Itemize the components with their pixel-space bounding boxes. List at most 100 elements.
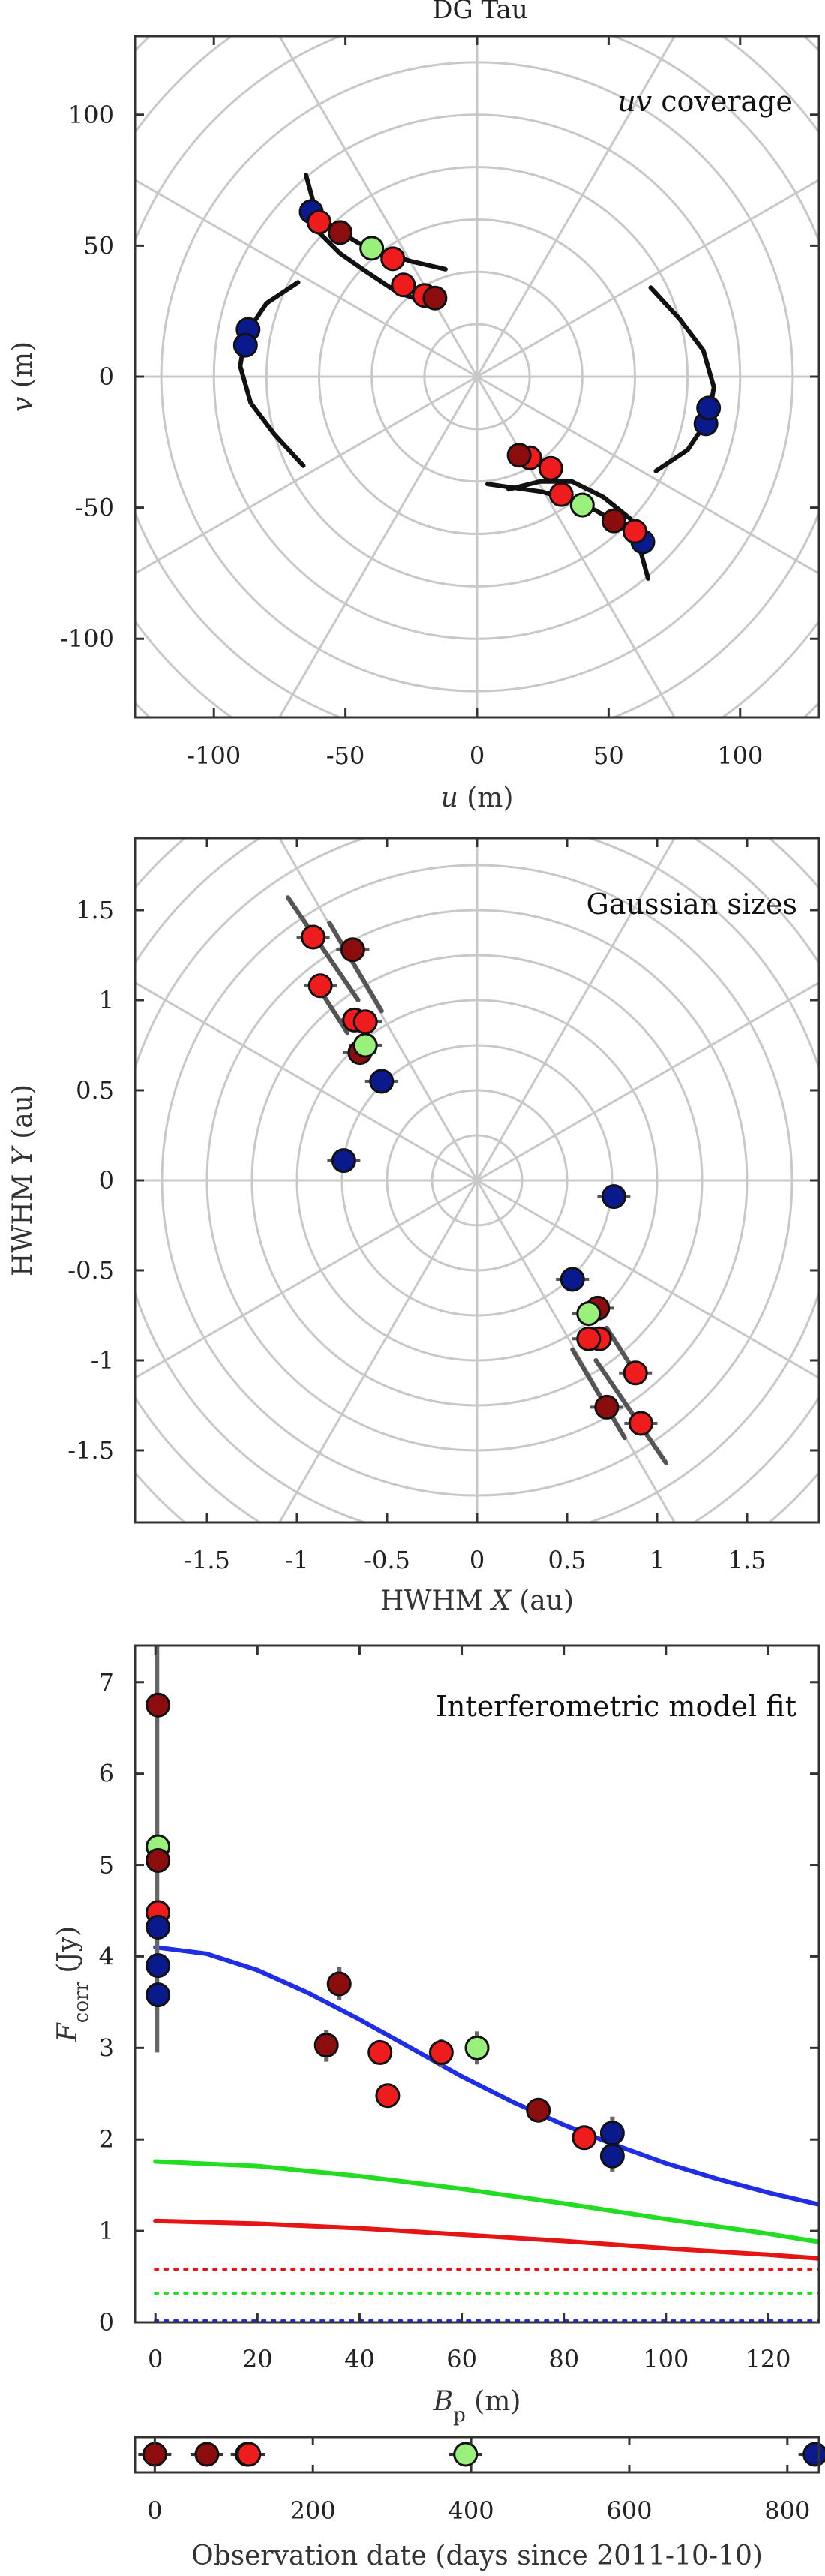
y-tick-label: -1.5 [68, 1436, 114, 1465]
gauss-xlabel: HWHM X (au) [380, 1586, 574, 1616]
x-tick-label: 50 [593, 741, 624, 770]
grid-spoke [476, 1179, 819, 1380]
uv-xlabel: u (m) [441, 783, 514, 813]
grid-spoke [135, 981, 478, 1182]
gauss-xlabel-pre: HWHM [380, 1586, 491, 1616]
date-xlabel: Observation date (days since 2011-10-10) [191, 2541, 763, 2571]
gauss-error-bar [286, 895, 361, 1002]
y-tick-label: 50 [83, 231, 114, 260]
grid-spoke [278, 1180, 478, 1522]
uv-track [648, 285, 716, 473]
uv-ylabel-italic: v [8, 397, 38, 412]
y-tick-label: 5 [99, 1851, 114, 1880]
gauss-error-bar [570, 1347, 627, 1441]
x-tick-label: -0.5 [364, 1546, 410, 1574]
gauss-point [340, 937, 365, 963]
date-point [194, 2442, 220, 2467]
gauss-ylabel-rest: (au) [8, 1084, 38, 1147]
gauss-point [352, 1033, 378, 1058]
fit-point [428, 2039, 454, 2065]
fit-curve-fit_green-solid [153, 2159, 819, 2244]
x-tick-label: 100 [717, 741, 763, 770]
gauss-ylabel-italic: Y [8, 1145, 38, 1165]
uv-point [232, 332, 258, 358]
uv-point [622, 519, 647, 544]
gauss-point [576, 1301, 602, 1327]
date-point [142, 2442, 167, 2467]
y-tick-label: -0.5 [68, 1256, 114, 1285]
fit-point [146, 1982, 171, 2008]
gauss-ylabel-pre: HWHM [8, 1165, 38, 1276]
fit-ylabel-sub: corr [70, 1982, 93, 2024]
gauss-points [296, 924, 658, 1436]
gauss-point [601, 1184, 626, 1210]
grid-spoke [135, 375, 478, 575]
gauss-xlabel-rest: (au) [511, 1586, 574, 1616]
fit-curve-fit_red-solid [153, 2218, 819, 2261]
fit-point [326, 1971, 352, 1997]
gauss-point [622, 1360, 648, 1386]
x-tick-label: 120 [745, 2345, 790, 2373]
x-tick-label: -1.5 [184, 1546, 230, 1574]
uv-ylabel-rest: (m) [8, 341, 38, 397]
date-axes-frame [134, 2436, 820, 2474]
gauss-ylabel: HWHM Y (au) [8, 1084, 38, 1276]
uv-point [538, 455, 563, 481]
grid-spoke [135, 179, 478, 378]
y-tick-label: 0 [99, 1166, 114, 1195]
x-tick-label: 80 [548, 2345, 579, 2373]
fit-points [146, 1692, 625, 2169]
uv-ylabel: v (m) [8, 341, 38, 412]
fit-point [146, 1914, 171, 1940]
gauss-annotation: Gaussian sizes [586, 888, 797, 921]
uv-point [506, 443, 532, 468]
grid-spoke [278, 838, 478, 1181]
uv-point [548, 482, 574, 507]
gaussian-sizes-panel: -1.5 -1 -0.5 0 0.5 1 1.5 1.5 1 0.5 0 -0.5 -1 -1.5 Gau… [8, 837, 820, 1616]
x-tick-label: 0 [470, 741, 484, 770]
uv-point [328, 220, 353, 245]
gauss-error-bar [593, 1358, 668, 1465]
fit-point [314, 2033, 339, 2058]
x-tick-label: 100 [643, 2345, 688, 2373]
uv-points [232, 199, 722, 555]
gauss-point [576, 1326, 602, 1351]
x-tick-label: 0 [148, 2345, 163, 2373]
gauss-error-bar [327, 920, 384, 1014]
y-tick-label: -100 [60, 624, 114, 653]
uv-point [696, 395, 722, 421]
gauss-ticks: -1.5 -1 -0.5 0 0.5 1 1.5 1.5 1 0.5 0 -0.5 -1 -1.5 [68, 838, 819, 1574]
gauss-xlabel-italic: X [489, 1586, 512, 1616]
gauss-point [331, 1148, 356, 1174]
y-tick-label: 4 [99, 1942, 114, 1970]
date-points [138, 2442, 825, 2467]
uv-point [391, 272, 416, 298]
x-tick-label: 0 [147, 2496, 162, 2525]
x-tick-label: 0.5 [548, 1546, 586, 1574]
x-tick-label: 1.5 [728, 1546, 766, 1574]
uv-annotation-text: coverage [652, 85, 793, 118]
fit-ticks: 0 20 40 60 80 100 120 7 6 5 4 3 2 1 0 [99, 1646, 819, 2373]
x-tick-label: 0 [470, 1546, 484, 1574]
uv-point [601, 508, 626, 534]
gauss-point [369, 1069, 394, 1094]
date-point [236, 2442, 262, 2467]
grid-spoke [476, 375, 819, 575]
fit-annotation: Interferometric model fit [436, 1690, 796, 1723]
uv-xlabel-italic: u [441, 783, 458, 813]
uv-point [307, 209, 332, 235]
x-tick-label: 200 [290, 2496, 336, 2525]
y-tick-label: 7 [99, 1668, 114, 1697]
uv-point [422, 285, 448, 311]
fit-point [572, 2125, 597, 2151]
x-tick-label: 1 [650, 1546, 664, 1574]
y-tick-label: 1.5 [76, 896, 114, 924]
observation-date-panel: 0 200 400 600 800 Observation date (days sin… [134, 2436, 825, 2571]
gauss-point [560, 1267, 585, 1292]
fit-point [146, 1847, 171, 1873]
fit-point [375, 2083, 400, 2109]
grid-spoke [476, 36, 676, 377]
y-tick-label: -50 [75, 494, 114, 522]
